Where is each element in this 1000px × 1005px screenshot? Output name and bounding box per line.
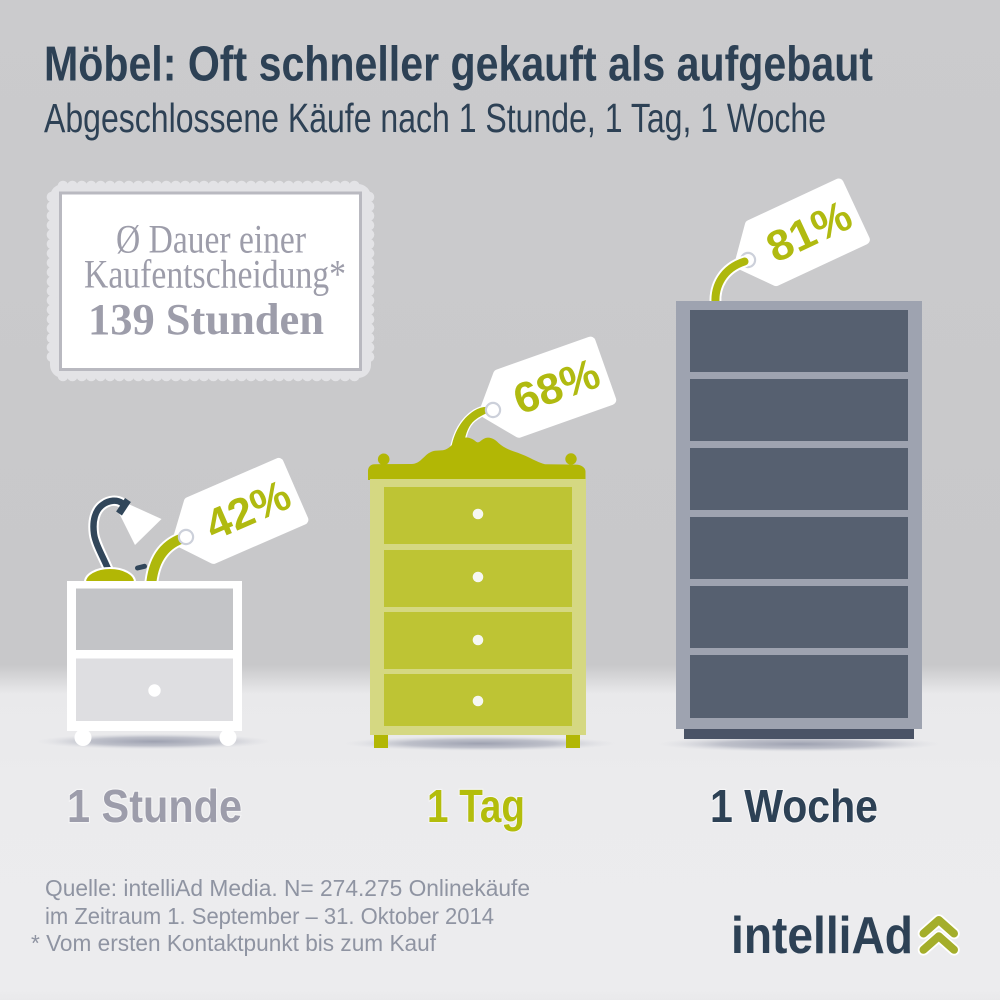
svg-text:Abgeschlossene Käufe nach 1 St: Abgeschlossene Käufe nach 1 Stunde, 1 Ta… <box>44 95 826 141</box>
svg-text:1 Woche: 1 Woche <box>710 780 878 832</box>
svg-text:Kaufentscheidung*: Kaufentscheidung* <box>84 252 346 297</box>
svg-text:139 Stunden: 139 Stunden <box>88 295 324 344</box>
svg-text:Möbel: Oft schneller gekauft a: Möbel: Oft schneller gekauft als aufgeba… <box>44 38 873 92</box>
svg-text:Ø Dauer einer: Ø Dauer einer <box>116 217 306 262</box>
svg-text:* Vom ersten Kontaktpunkt bis: * Vom ersten Kontaktpunkt bis zum Kauf <box>31 930 437 956</box>
svg-text:1 Tag: 1 Tag <box>427 780 525 832</box>
svg-text:intelliAd: intelliAd <box>731 907 913 965</box>
svg-text:1 Stunde: 1 Stunde <box>67 780 242 832</box>
svg-text:Quelle: intelliAd Media. N= 27: Quelle: intelliAd Media. N= 274.275 Onli… <box>45 875 530 901</box>
svg-text:im Zeitraum 1. September – 31.: im Zeitraum 1. September – 31. Oktober 2… <box>45 903 494 929</box>
